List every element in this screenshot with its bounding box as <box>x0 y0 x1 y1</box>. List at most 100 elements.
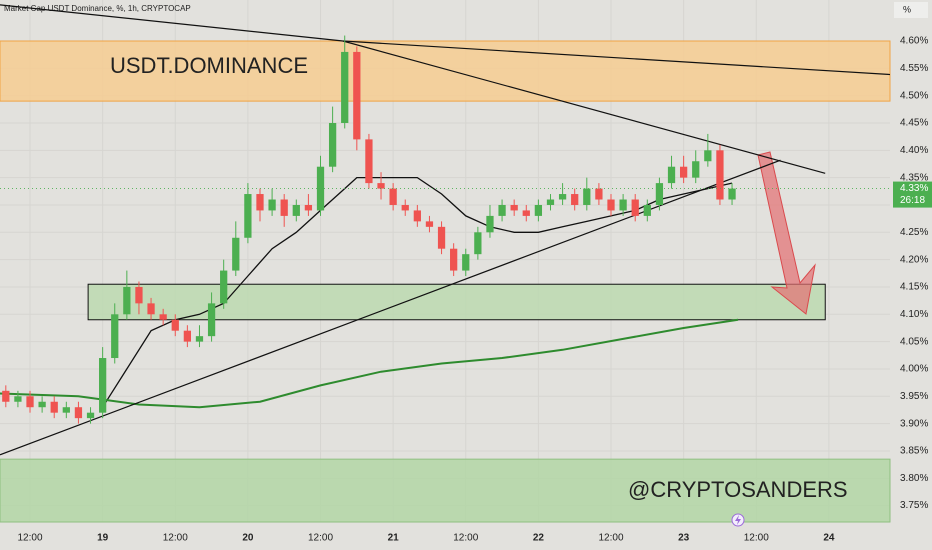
candle-body <box>195 336 204 342</box>
x-tick-label: 23 <box>678 533 690 544</box>
x-tick-label: 12:00 <box>18 533 43 544</box>
candle-body <box>99 358 107 413</box>
trendline <box>342 40 890 76</box>
x-tick-label: 12:00 <box>598 533 623 544</box>
candle-body <box>437 226 446 249</box>
candle-body <box>425 221 434 227</box>
zone <box>0 40 891 102</box>
candle-body <box>365 139 373 184</box>
candle-body <box>728 188 736 200</box>
candle-body <box>159 314 167 320</box>
y-tick-label: 4.10% <box>900 309 928 320</box>
unit-label: % <box>903 4 911 14</box>
y-tick-label: 3.75% <box>900 500 928 511</box>
last-price-label: 4.33% <box>900 183 928 194</box>
y-tick-label: 4.45% <box>900 118 928 129</box>
moving-average <box>102 176 733 408</box>
candle-body <box>716 150 724 200</box>
candle-body <box>26 396 34 408</box>
y-tick-label: 3.90% <box>900 418 928 429</box>
candle-body <box>207 303 216 337</box>
candle-body <box>389 188 397 205</box>
candle-body <box>147 303 155 315</box>
candle-body <box>534 204 543 216</box>
candle-body <box>377 183 385 189</box>
candle-body <box>256 194 264 211</box>
y-tick-label: 4.20% <box>900 254 928 265</box>
x-tick-label: 21 <box>388 533 400 544</box>
candle-body <box>522 210 530 216</box>
y-tick-label: 4.00% <box>900 364 928 375</box>
candle-body <box>401 204 409 211</box>
candle-body <box>619 199 627 211</box>
candle-body <box>450 248 458 271</box>
candle-body <box>38 401 46 408</box>
trendline <box>0 4 343 42</box>
y-tick-label: 4.05% <box>900 336 928 347</box>
candle-body <box>655 183 664 205</box>
candle-body <box>50 401 58 413</box>
chart-title: Market Cap USDT Dominance, %, 1h, CRYPTO… <box>4 4 191 13</box>
candle-body <box>2 390 10 402</box>
annotation: @CRYPTOSANDERS <box>628 477 848 502</box>
countdown: 26:18 <box>900 195 925 206</box>
candle-body <box>341 51 349 123</box>
candle-body <box>14 396 22 402</box>
candle-body <box>546 199 555 205</box>
candle-body <box>74 407 83 419</box>
candle-body <box>268 199 276 211</box>
y-tick-label: 3.80% <box>900 473 928 484</box>
candle-body <box>486 215 494 233</box>
x-tick-label: 12:00 <box>453 533 478 544</box>
candle-body <box>304 204 313 211</box>
candle-body <box>353 51 361 140</box>
annotation: USDT.DOMINANCE <box>110 53 308 78</box>
candle-body <box>704 150 712 162</box>
candle-body <box>474 232 482 255</box>
candle-body <box>328 122 337 167</box>
y-tick-label: 3.85% <box>900 446 928 457</box>
x-tick-label: 19 <box>97 533 109 544</box>
candle-body <box>86 412 95 419</box>
unit-box <box>894 2 928 18</box>
y-tick-label: 4.40% <box>900 145 928 156</box>
x-tick-label: 12:00 <box>308 533 333 544</box>
y-tick-label: 4.60% <box>900 36 928 47</box>
candle-body <box>292 204 300 216</box>
candle-body <box>413 210 421 222</box>
event-icon-bolt <box>735 515 741 525</box>
zone <box>0 458 891 523</box>
candle-body <box>183 330 191 342</box>
arrow <box>757 151 816 315</box>
y-tick-label: 4.50% <box>900 90 928 101</box>
moving-average <box>0 318 739 409</box>
candle-body <box>643 204 651 216</box>
y-tick-label: 4.15% <box>900 282 928 293</box>
candle-body <box>571 194 579 205</box>
candle-body <box>667 166 676 184</box>
x-tick-label: 12:00 <box>744 533 769 544</box>
candle-body <box>232 237 240 271</box>
x-tick-label: 24 <box>823 533 835 544</box>
candle-body <box>595 188 603 200</box>
candle-body <box>135 286 143 304</box>
candle-body <box>692 161 700 178</box>
candle-body <box>123 286 131 315</box>
candle-body <box>583 188 591 205</box>
candle-body <box>244 194 252 238</box>
candle-body <box>607 199 615 211</box>
candle-body <box>111 314 119 359</box>
candle-body <box>679 166 688 178</box>
y-tick-label: 4.55% <box>900 63 928 74</box>
y-tick-label: 4.35% <box>900 172 928 183</box>
trendline <box>342 40 826 174</box>
candle-body <box>171 319 179 331</box>
x-tick-label: 22 <box>533 533 545 544</box>
candle-body <box>558 194 567 200</box>
candle-body <box>510 204 518 211</box>
candle-body <box>220 270 228 304</box>
x-tick-label: 12:00 <box>163 533 188 544</box>
y-tick-label: 4.25% <box>900 227 928 238</box>
